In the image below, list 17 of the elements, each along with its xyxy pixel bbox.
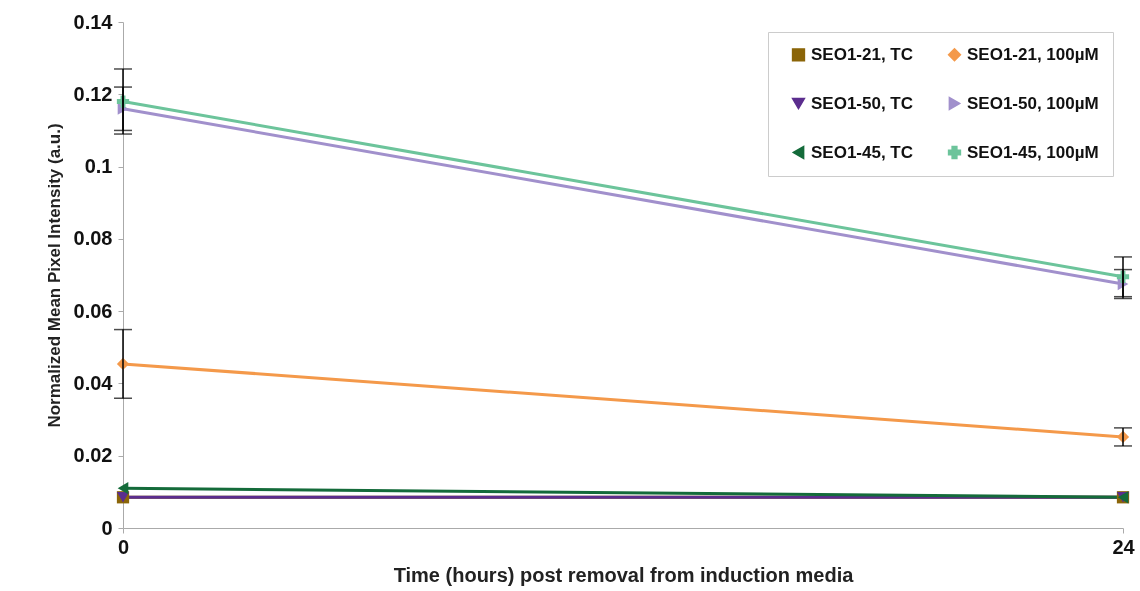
y-tick-label: 0.04 (73, 371, 114, 394)
legend-label: SEO1-45, 100µM (967, 142, 1099, 162)
legend-label: SEO1-21, 100µM (967, 44, 1099, 64)
legend-label: SEO1-45, TC (811, 142, 914, 162)
legend-label: SEO1-21, TC (811, 44, 914, 64)
x-tick-label: 24 (1112, 535, 1136, 558)
y-tick-label: 0.12 (73, 82, 113, 105)
y-tick-label: 0.1 (84, 155, 113, 178)
x-axis-title: Time (hours) post removal from induction media (393, 563, 855, 586)
y-tick-label: 0.08 (73, 227, 113, 250)
legend-label: SEO1-50, TC (811, 93, 914, 113)
y-tick-label: 0.14 (73, 10, 114, 33)
y-tick-label: 0.06 (73, 299, 113, 322)
y-tick-label: 0 (101, 516, 113, 539)
y-tick-label: 0.02 (73, 444, 113, 467)
y-axis-title: Normalized Mean Pixel Intensity (a.u.) (44, 123, 64, 428)
legend-label: SEO1-50, 100µM (967, 93, 1099, 113)
